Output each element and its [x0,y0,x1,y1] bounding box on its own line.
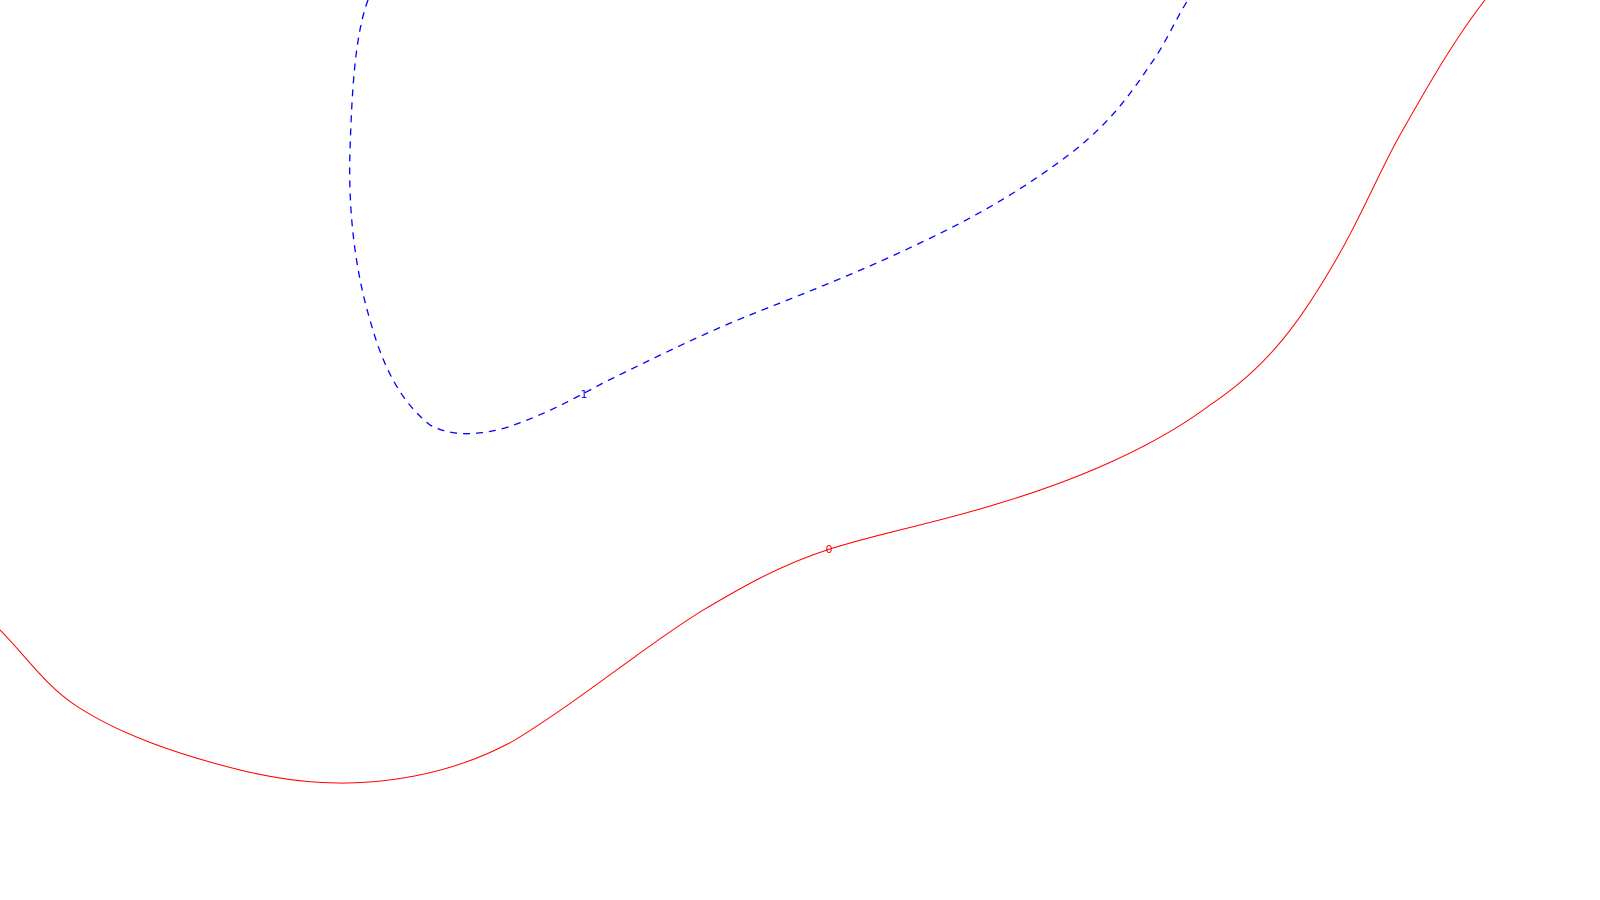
contour-line-1 [349,0,1189,435]
contour-label-0: 0 [826,543,833,556]
contour-label-1: 1 [581,388,588,401]
contour-line-0 [0,0,1486,784]
